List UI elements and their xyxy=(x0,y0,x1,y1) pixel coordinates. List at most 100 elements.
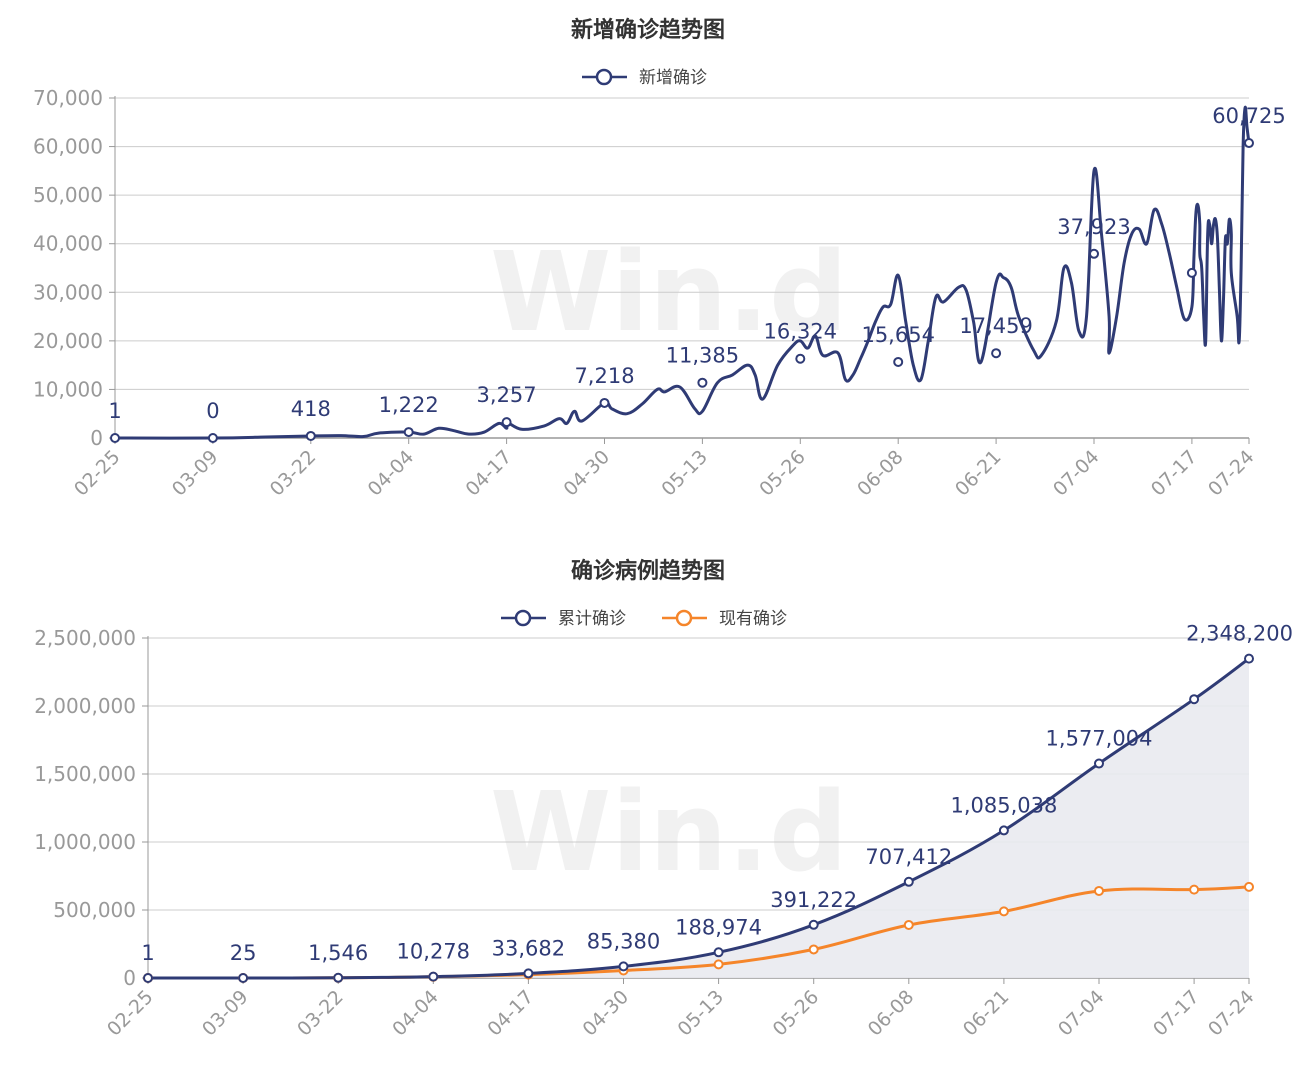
x-tick-label: 05-26 xyxy=(769,986,824,1041)
data-point xyxy=(795,353,806,364)
data-label: 60,725 xyxy=(1212,104,1285,128)
x-tick-label: 04-17 xyxy=(483,986,538,1041)
data-point xyxy=(207,433,218,443)
x-tick-label: 07-17 xyxy=(1149,986,1204,1041)
data-point xyxy=(697,377,708,388)
data-point-cumulative xyxy=(1094,758,1104,769)
data-label: 707,412 xyxy=(865,845,952,869)
y-tick-label: 2,500,000 xyxy=(34,626,136,650)
x-tick-label: 04-30 xyxy=(578,986,633,1041)
y-tick-label: 20,000 xyxy=(33,329,103,353)
data-point-cumulative xyxy=(143,972,153,983)
y-tick-label: 1,000,000 xyxy=(34,830,136,854)
chart2-legend[interactable]: 累计确诊 现有确诊 xyxy=(501,609,787,629)
y-tick-label: 30,000 xyxy=(33,280,103,304)
y-tick-label: 70,000 xyxy=(33,86,103,110)
y-tick-label: 60,000 xyxy=(33,135,103,159)
x-tick-label: 07-24 xyxy=(1204,446,1259,501)
series-area-cumulative xyxy=(148,658,1249,978)
data-point xyxy=(1089,248,1099,259)
data-point xyxy=(991,348,1002,359)
data-point-active xyxy=(808,944,819,955)
data-label: 17,459 xyxy=(959,314,1032,338)
x-tick-label: 03-22 xyxy=(266,446,321,501)
x-tick-label: 04-30 xyxy=(559,446,614,501)
x-tick-label: 05-13 xyxy=(674,986,729,1041)
chart2-legend-marker-active xyxy=(675,609,693,627)
data-label: 1,085,038 xyxy=(950,793,1057,817)
data-label: 85,380 xyxy=(587,929,660,953)
data-point-cumulative xyxy=(808,919,819,930)
x-tick-label: 04-04 xyxy=(364,446,419,501)
x-tick-label: 07-04 xyxy=(1054,986,1109,1041)
data-point xyxy=(1186,267,1197,278)
data-point-cumulative xyxy=(238,972,249,983)
data-label: 2,348,200 xyxy=(1186,622,1293,646)
chart1-legend-marker xyxy=(595,68,613,86)
data-label: 16,324 xyxy=(764,320,837,344)
data-label: 1 xyxy=(108,399,121,423)
x-tick-label: 02-25 xyxy=(70,446,125,501)
y-tick-label: 0 xyxy=(90,426,103,450)
data-point xyxy=(305,430,316,441)
data-label: 0 xyxy=(206,399,219,423)
data-point-cumulative xyxy=(523,968,534,979)
data-label: 37,923 xyxy=(1057,215,1130,239)
x-tick-label: 06-21 xyxy=(959,986,1014,1041)
chart1-legend[interactable]: 新增确诊 xyxy=(582,68,707,88)
data-point-cumulative xyxy=(1189,694,1200,705)
data-label: 1,577,004 xyxy=(1046,727,1153,751)
data-label: 391,222 xyxy=(770,888,857,912)
chart2-title: 确诊病例趋势图 xyxy=(571,558,725,584)
data-label: 418 xyxy=(291,397,331,421)
x-tick-label: 03-09 xyxy=(168,446,223,501)
data-point-active xyxy=(1189,884,1200,895)
x-tick-label: 04-04 xyxy=(388,986,443,1041)
data-point-cumulative xyxy=(713,947,724,958)
data-label: 188,974 xyxy=(675,915,762,939)
data-point xyxy=(501,417,512,428)
data-point-cumulative xyxy=(1244,653,1254,664)
chart1-title: 新增确诊趋势图 xyxy=(571,17,725,43)
x-tick-label: 07-04 xyxy=(1049,446,1104,501)
x-tick-label: 06-08 xyxy=(864,986,919,1041)
x-tick-label: 06-21 xyxy=(951,446,1006,501)
data-point xyxy=(1244,138,1254,149)
x-tick-label: 03-22 xyxy=(293,986,348,1041)
x-tick-label: 03-09 xyxy=(198,986,253,1041)
x-tick-label: 05-26 xyxy=(755,446,810,501)
data-point xyxy=(599,397,610,408)
chart2-legend-marker-cumulative xyxy=(514,609,532,627)
x-tick-label: 06-08 xyxy=(853,446,908,501)
data-label: 11,385 xyxy=(666,344,739,368)
data-point xyxy=(110,432,120,443)
chart2-legend-label-active: 现有确诊 xyxy=(719,609,787,629)
y-tick-label: 50,000 xyxy=(33,183,103,207)
series-line-new-cases xyxy=(114,105,1251,440)
data-point-cumulative xyxy=(903,876,914,887)
data-label: 10,278 xyxy=(397,940,470,964)
y-tick-label: 0 xyxy=(123,966,136,990)
chart1-legend-label: 新增确诊 xyxy=(639,68,707,88)
data-point-active xyxy=(713,959,724,970)
data-point-active xyxy=(998,906,1009,917)
y-tick-label: 500,000 xyxy=(53,898,136,922)
data-point-active xyxy=(1244,881,1254,892)
data-label: 7,218 xyxy=(574,364,634,388)
data-point-cumulative xyxy=(428,971,439,982)
x-tick-label: 04-17 xyxy=(462,446,517,501)
watermark-bottom: Win.d xyxy=(490,768,848,896)
data-point-cumulative xyxy=(618,961,629,972)
data-point xyxy=(403,427,414,438)
data-point xyxy=(893,356,904,367)
x-tick-label: 07-24 xyxy=(1204,986,1259,1041)
y-tick-label: 40,000 xyxy=(33,232,103,256)
data-label: 1,546 xyxy=(308,941,368,965)
x-tick-label: 02-25 xyxy=(103,986,158,1041)
data-point-active xyxy=(1094,885,1104,896)
x-tick-label: 05-13 xyxy=(657,446,712,501)
data-label: 1 xyxy=(141,941,154,965)
y-tick-label: 2,000,000 xyxy=(34,694,136,718)
x-tick-label: 07-17 xyxy=(1147,446,1202,501)
